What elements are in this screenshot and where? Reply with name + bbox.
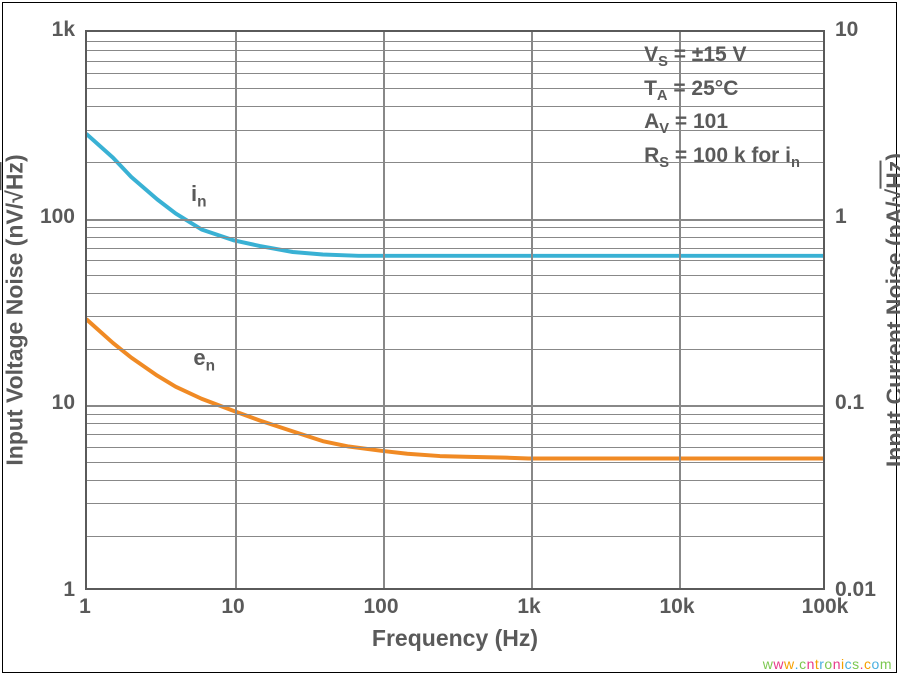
annotation-line: RS = 100 k for in <box>644 141 800 175</box>
x-tick-label: 10k <box>659 595 694 619</box>
gridline-horizontal <box>87 219 823 221</box>
watermark-char: s <box>852 656 860 672</box>
y-left-tick-label: 1 <box>63 578 75 602</box>
y-left-tick-label: 1k <box>52 18 75 42</box>
gridline-horizontal <box>87 423 823 424</box>
gridline-horizontal <box>87 503 823 504</box>
y-axis-left-title: Input Voltage Noise (nV/√Hz) <box>2 154 29 465</box>
annotation-line: VS = ±15 V <box>644 40 800 74</box>
gridline-horizontal <box>87 316 823 317</box>
gridline-horizontal <box>87 293 823 294</box>
watermark: www.cntronics.com <box>763 656 892 672</box>
gridline-horizontal <box>87 447 823 448</box>
y-right-tick-label: 0.1 <box>835 391 864 415</box>
series-label-in: in <box>191 181 207 211</box>
watermark-char: n <box>807 656 815 672</box>
watermark-char: o <box>824 656 832 672</box>
watermark-char: c <box>799 656 807 672</box>
y-right-tick-label: 0.01 <box>835 578 876 602</box>
watermark-char: n <box>833 656 841 672</box>
x-axis-title: Frequency (Hz) <box>372 625 538 652</box>
gridline-horizontal <box>87 227 823 228</box>
series-en <box>87 320 823 459</box>
conditions-annotation: VS = ±15 VTA = 25°CAV = 101RS = 100 k fo… <box>644 40 800 174</box>
watermark-char: c <box>864 656 872 672</box>
noise-chart: Frequency (Hz) Input Voltage Noise (nV/√… <box>85 30 825 590</box>
series-label-en: en <box>193 345 215 375</box>
x-tick-label: 100 <box>363 595 398 619</box>
watermark-char: w <box>773 656 784 672</box>
gridline-horizontal <box>87 405 823 407</box>
gridline-horizontal <box>87 462 823 463</box>
gridline-horizontal <box>87 480 823 481</box>
y-right-tick-label: 1 <box>835 205 847 229</box>
watermark-char: m <box>880 656 892 672</box>
x-tick-label: 10 <box>221 595 244 619</box>
watermark-char: w <box>763 656 774 672</box>
y-axis-right-title: Input Current Noise (pA/√Hz) <box>882 153 900 467</box>
gridline-horizontal <box>87 536 823 537</box>
y-left-tick-label: 10 <box>52 391 75 415</box>
gridline-vertical <box>235 32 237 588</box>
x-tick-label: 1 <box>79 595 91 619</box>
annotation-line: TA = 25°C <box>644 74 800 108</box>
watermark-char: o <box>872 656 880 672</box>
annotation-line: AV = 101 <box>644 107 800 141</box>
watermark-char: w <box>784 656 795 672</box>
x-tick-label: 1k <box>517 595 540 619</box>
gridline-vertical <box>531 32 533 588</box>
gridline-horizontal <box>87 237 823 238</box>
gridline-horizontal <box>87 248 823 249</box>
gridline-horizontal <box>87 434 823 435</box>
watermark-char: c <box>845 656 853 672</box>
y-left-tick-label: 100 <box>40 205 75 229</box>
gridline-horizontal <box>87 275 823 276</box>
gridline-horizontal <box>87 260 823 261</box>
y-right-tick-label: 10 <box>835 18 858 42</box>
gridline-horizontal <box>87 414 823 415</box>
gridline-vertical <box>383 32 385 588</box>
